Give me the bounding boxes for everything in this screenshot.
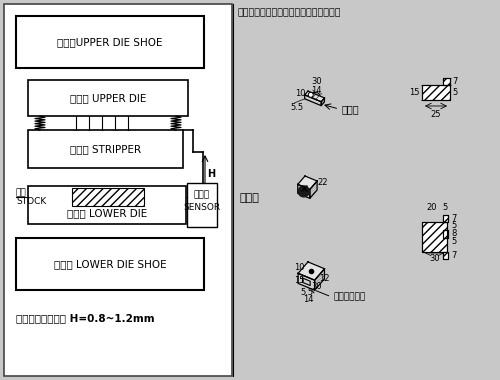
Text: 25: 25 xyxy=(431,110,442,119)
Bar xyxy=(443,215,448,222)
Bar xyxy=(72,188,144,206)
Bar xyxy=(443,252,448,259)
Polygon shape xyxy=(298,262,324,280)
Text: 脱料板 STRIPPER: 脱料板 STRIPPER xyxy=(70,144,141,154)
Polygon shape xyxy=(298,176,317,189)
Bar xyxy=(16,16,204,68)
Text: 20: 20 xyxy=(427,203,437,212)
Text: 22: 22 xyxy=(318,178,328,187)
Text: 7: 7 xyxy=(451,214,456,223)
Text: 感應鐵板與感應器、固定座之外形尺寸圖: 感應鐵板與感應器、固定座之外形尺寸圖 xyxy=(238,8,342,17)
Polygon shape xyxy=(298,273,314,290)
Text: 7: 7 xyxy=(452,77,458,86)
Polygon shape xyxy=(310,181,317,198)
Text: 下模座 LOWER DIE SHOE: 下模座 LOWER DIE SHOE xyxy=(54,259,166,269)
Bar xyxy=(443,230,448,238)
Bar xyxy=(28,186,186,224)
Text: 5: 5 xyxy=(452,88,457,97)
Text: 12: 12 xyxy=(319,274,330,283)
Text: 15: 15 xyxy=(294,276,305,285)
Bar xyxy=(443,252,448,259)
Bar xyxy=(4,4,232,376)
Text: 30: 30 xyxy=(311,77,322,86)
Bar xyxy=(422,222,447,252)
Circle shape xyxy=(308,92,313,97)
Bar xyxy=(422,85,450,100)
Bar xyxy=(422,85,450,100)
Text: 30: 30 xyxy=(429,254,440,263)
Bar xyxy=(443,78,450,85)
Text: 5: 5 xyxy=(442,203,448,212)
Text: 15: 15 xyxy=(410,88,420,97)
Circle shape xyxy=(298,186,310,197)
Text: 上模座UPPER DIE SHOE: 上模座UPPER DIE SHOE xyxy=(57,37,163,47)
Text: 上夾板 UPPER DIE: 上夾板 UPPER DIE xyxy=(70,93,146,103)
Polygon shape xyxy=(314,269,324,290)
Text: 感應板: 感應板 xyxy=(341,104,359,114)
Bar xyxy=(443,215,448,222)
Bar xyxy=(422,222,447,252)
Text: H: H xyxy=(207,169,215,179)
Polygon shape xyxy=(304,91,324,102)
Text: 5.5: 5.5 xyxy=(290,103,304,112)
Text: STOCK: STOCK xyxy=(16,198,46,206)
Text: 感應器固定座: 感應器固定座 xyxy=(334,292,366,301)
Bar xyxy=(28,130,183,168)
Text: 10: 10 xyxy=(294,263,305,272)
Bar xyxy=(443,230,448,238)
Bar xyxy=(187,183,217,227)
Text: 5.5: 5.5 xyxy=(300,288,313,298)
Text: 30: 30 xyxy=(311,282,322,291)
Text: 5: 5 xyxy=(451,238,456,247)
Text: 7: 7 xyxy=(451,251,456,260)
Text: 下模板 LOWER DIE: 下模板 LOWER DIE xyxy=(67,208,147,218)
Bar xyxy=(16,238,204,290)
Polygon shape xyxy=(298,184,310,198)
Text: 衝床置於下死點時 H=0.8~1.2mm: 衝床置於下死點時 H=0.8~1.2mm xyxy=(16,313,154,323)
Polygon shape xyxy=(304,95,321,106)
Text: 14: 14 xyxy=(311,86,322,95)
Text: 10: 10 xyxy=(296,89,306,98)
Text: 材料: 材料 xyxy=(16,188,27,198)
Text: 8: 8 xyxy=(451,230,456,239)
Text: 14: 14 xyxy=(303,295,314,304)
Text: SENSOR: SENSOR xyxy=(184,203,220,212)
Bar xyxy=(28,80,188,116)
Bar xyxy=(443,78,450,85)
Text: 感應器: 感應器 xyxy=(240,193,260,203)
Text: 感應器: 感應器 xyxy=(194,190,210,200)
Text: 5: 5 xyxy=(451,222,456,231)
Polygon shape xyxy=(321,98,324,106)
